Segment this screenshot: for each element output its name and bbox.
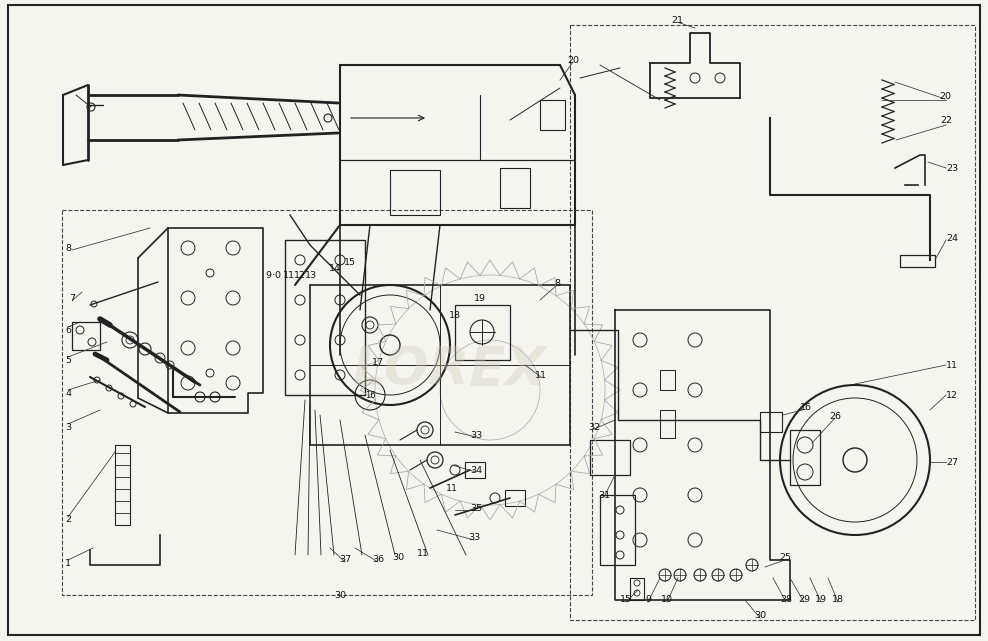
Text: 37: 37 (339, 556, 351, 565)
Text: 15: 15 (620, 595, 632, 604)
Text: 14: 14 (329, 263, 341, 272)
Text: 30: 30 (754, 612, 766, 620)
Text: 7: 7 (69, 294, 75, 303)
Text: 12: 12 (294, 271, 306, 279)
Text: 25: 25 (779, 553, 791, 563)
Text: 22: 22 (940, 115, 952, 124)
Text: 11: 11 (535, 370, 547, 379)
Bar (760, 412, 782, 432)
Bar (540, 100, 565, 130)
Text: 26: 26 (829, 412, 841, 420)
Text: 33: 33 (470, 431, 482, 440)
Text: 18: 18 (449, 310, 461, 319)
Text: 20: 20 (567, 56, 579, 65)
Bar (590, 440, 630, 475)
Text: 30: 30 (392, 553, 404, 563)
Text: 6: 6 (65, 326, 71, 335)
Text: 8: 8 (554, 278, 560, 288)
Text: LOREX: LOREX (353, 344, 547, 396)
Bar (115, 445, 130, 525)
Bar (285, 240, 365, 395)
Text: 27: 27 (946, 458, 958, 467)
Text: 8: 8 (65, 244, 71, 253)
Text: 19: 19 (815, 595, 827, 604)
Text: 4: 4 (65, 388, 71, 397)
Bar (72, 322, 100, 350)
Text: 32: 32 (588, 422, 600, 431)
Bar (310, 285, 570, 445)
Text: 30: 30 (334, 590, 346, 599)
Text: 21: 21 (671, 15, 683, 24)
Bar (455, 305, 510, 360)
Bar (660, 370, 675, 390)
Text: 9: 9 (265, 271, 271, 279)
Text: 9: 9 (645, 595, 651, 604)
Bar (570, 25, 975, 620)
Text: 17: 17 (372, 358, 384, 367)
Text: 24: 24 (946, 233, 958, 242)
Bar (390, 170, 440, 215)
Text: 20: 20 (939, 92, 951, 101)
Bar (465, 462, 485, 478)
Bar (500, 168, 530, 208)
Text: 33: 33 (468, 533, 480, 542)
Text: 31: 31 (598, 490, 610, 499)
Text: 16: 16 (800, 403, 812, 412)
Bar (505, 490, 525, 506)
Text: 16: 16 (365, 390, 375, 399)
Text: 15: 15 (344, 258, 356, 267)
Text: ·0: ·0 (272, 271, 281, 279)
Text: 35: 35 (470, 503, 482, 513)
Text: 11: 11 (417, 549, 429, 558)
Text: 5: 5 (65, 356, 71, 365)
Text: 11: 11 (946, 360, 958, 369)
Bar (660, 410, 675, 438)
Bar (62, 210, 592, 595)
Bar (630, 578, 644, 600)
Text: 11: 11 (283, 271, 295, 279)
Text: 19: 19 (474, 294, 486, 303)
Bar (790, 430, 820, 485)
Text: 29: 29 (798, 595, 810, 604)
Text: 36: 36 (371, 556, 384, 565)
Text: 3: 3 (65, 422, 71, 431)
Text: 2: 2 (65, 515, 71, 524)
Text: 23: 23 (946, 163, 958, 172)
Text: 10: 10 (661, 595, 673, 604)
Text: 11: 11 (446, 483, 458, 492)
Bar (600, 495, 635, 565)
Bar (900, 255, 935, 267)
Text: 18: 18 (832, 595, 844, 604)
Text: 12: 12 (946, 390, 958, 399)
Text: 34: 34 (470, 465, 482, 474)
Text: 1: 1 (65, 558, 71, 567)
Text: 28: 28 (780, 595, 792, 604)
Text: 13: 13 (305, 271, 317, 279)
